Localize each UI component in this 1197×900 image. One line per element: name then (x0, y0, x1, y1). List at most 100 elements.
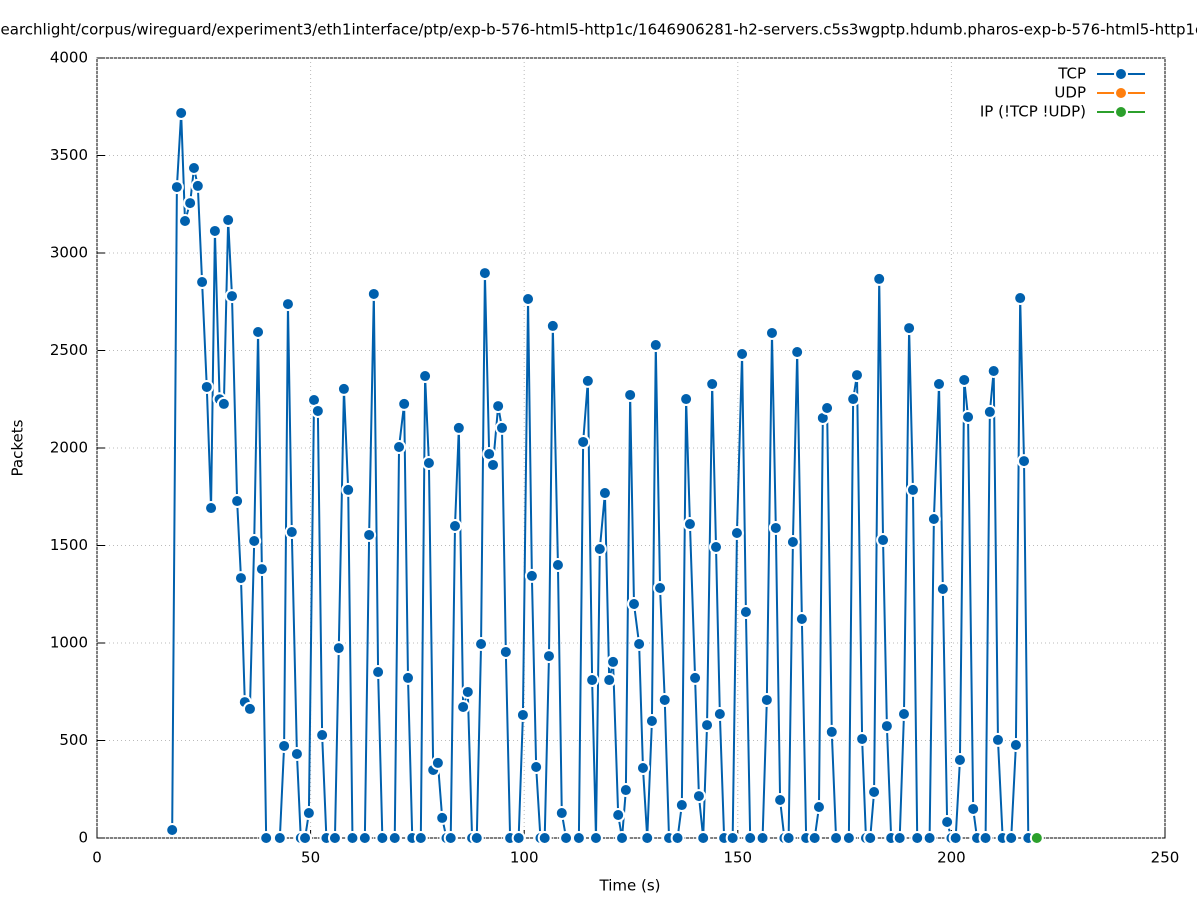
x-tick-label: 50 (301, 849, 320, 867)
data-point (905, 482, 920, 497)
y-tick-label: 500 (59, 731, 88, 749)
data-point (729, 526, 744, 541)
data-point (511, 831, 526, 845)
data-point (841, 831, 856, 845)
data-point (362, 527, 377, 542)
data-point (735, 347, 750, 362)
data-point (592, 542, 607, 557)
y-axis-label: Packets (9, 419, 27, 476)
data-point (174, 105, 189, 120)
data-point (554, 806, 569, 821)
data-point (585, 673, 600, 688)
data-point (242, 701, 257, 716)
data-point (524, 568, 539, 583)
data-point (1008, 737, 1023, 752)
data-point (387, 831, 402, 845)
data-point (855, 731, 870, 746)
data-point (602, 673, 617, 688)
data-point (477, 266, 492, 281)
data-point (892, 831, 907, 845)
data-point (315, 728, 330, 743)
data-point (550, 558, 565, 572)
data-point (254, 562, 269, 577)
data-point (820, 401, 835, 416)
data-point (709, 540, 724, 555)
x-axis-label: Time (s) (599, 877, 661, 895)
data-point (571, 831, 586, 845)
data-point (310, 403, 325, 418)
data-point (366, 286, 381, 301)
data-point (277, 738, 292, 753)
data-point (529, 760, 544, 775)
data-point (872, 271, 887, 286)
data-point (251, 324, 266, 339)
data-point (922, 831, 937, 845)
data-point (966, 801, 981, 816)
data-point (298, 831, 313, 845)
data-point (469, 831, 484, 845)
data-point (272, 831, 287, 845)
data-point (705, 377, 720, 392)
series-line (171, 112, 1030, 839)
data-point (1017, 454, 1032, 469)
data-point (247, 534, 262, 549)
data-point (623, 387, 638, 402)
data-point (700, 718, 715, 733)
data-point (190, 178, 205, 193)
data-point (696, 831, 711, 845)
data-point (421, 456, 436, 471)
data-point (545, 318, 560, 333)
data-point (165, 823, 180, 838)
data-point (559, 831, 574, 845)
data-point (606, 654, 621, 669)
data-point (768, 520, 783, 535)
data-point (957, 372, 972, 387)
x-tick-label: 250 (1151, 849, 1180, 867)
data-point (460, 684, 475, 699)
data-point (725, 831, 740, 845)
data-point (1029, 831, 1044, 845)
data-point (879, 719, 894, 734)
data-point (183, 196, 198, 211)
data-point (435, 810, 450, 825)
legend-marker (1114, 105, 1128, 119)
data-point (474, 636, 489, 651)
legend-label: IP (!TCP !UDP) (980, 103, 1086, 121)
data-point (867, 784, 882, 799)
data-point (935, 581, 950, 596)
data-point (657, 692, 672, 707)
data-point (688, 670, 703, 685)
data-point (982, 404, 997, 419)
data-point (811, 799, 826, 814)
data-point (829, 831, 844, 845)
x-tick-label: 200 (937, 849, 966, 867)
data-point (863, 831, 878, 845)
data-point (491, 399, 506, 414)
data-point (1004, 831, 1019, 845)
data-point (224, 289, 239, 304)
data-point (331, 641, 346, 656)
data-point (541, 649, 556, 664)
data-point (430, 755, 445, 770)
y-tick-label: 1000 (50, 634, 88, 652)
data-point (221, 213, 236, 228)
y-tick-label: 2500 (50, 341, 88, 359)
legend-label: UDP (1054, 84, 1086, 102)
data-point (284, 525, 299, 540)
data-point (204, 501, 219, 516)
data-point (648, 338, 663, 353)
data-point (781, 831, 796, 845)
data-point (615, 831, 630, 845)
data-point (195, 275, 210, 290)
data-point (626, 597, 641, 611)
data-point (961, 409, 976, 424)
data-point (199, 379, 214, 394)
data-point (357, 831, 372, 845)
data-point (670, 831, 685, 845)
data-point (824, 724, 839, 739)
data-point (952, 753, 967, 767)
data-point (580, 373, 595, 388)
data-point (456, 699, 471, 714)
data-point (301, 806, 316, 821)
